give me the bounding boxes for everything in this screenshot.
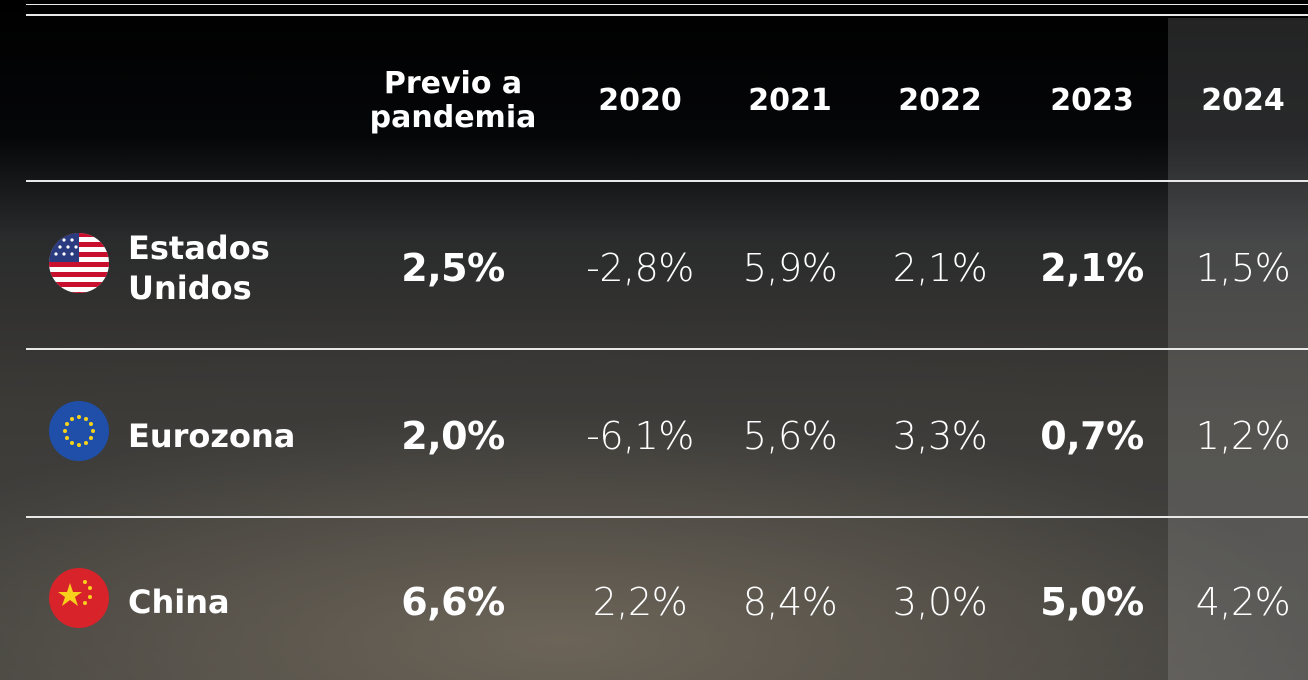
country-name: Estados Unidos bbox=[128, 229, 270, 307]
divider bbox=[26, 4, 1308, 5]
growth-value: 6,6% bbox=[401, 580, 505, 624]
country-name: China bbox=[128, 583, 230, 621]
growth-value: 2,1% bbox=[892, 246, 988, 290]
growth-value: -2,8% bbox=[586, 246, 694, 290]
growth-value: 1,2% bbox=[1195, 414, 1291, 458]
divider bbox=[26, 348, 1308, 350]
flag-us bbox=[49, 233, 109, 293]
column-header: 2020 bbox=[598, 83, 682, 118]
growth-value: 2,5% bbox=[401, 246, 505, 290]
column-header: Previo a pandemia bbox=[369, 66, 537, 135]
growth-value: 2,0% bbox=[401, 414, 505, 458]
growth-value: 4,2% bbox=[1195, 580, 1291, 624]
growth-value: 2,2% bbox=[592, 580, 688, 624]
column-header: 2023 bbox=[1050, 83, 1134, 118]
growth-value: -6,1% bbox=[586, 414, 694, 458]
growth-value: 3,3% bbox=[892, 414, 988, 458]
flag-china bbox=[49, 568, 109, 628]
column-header: 2024 bbox=[1201, 83, 1285, 118]
growth-value: 5,6% bbox=[742, 414, 838, 458]
column-header: 2022 bbox=[898, 83, 982, 118]
growth-value: 0,7% bbox=[1040, 414, 1144, 458]
flag-eu bbox=[49, 401, 109, 461]
column-header: 2021 bbox=[748, 83, 832, 118]
country-name: Eurozona bbox=[128, 417, 296, 455]
divider bbox=[26, 180, 1308, 182]
growth-value: 8,4% bbox=[742, 580, 838, 624]
growth-value: 3,0% bbox=[892, 580, 988, 624]
growth-value: 5,9% bbox=[742, 246, 838, 290]
growth-value: 5,0% bbox=[1040, 580, 1144, 624]
growth-value: 1,5% bbox=[1195, 246, 1291, 290]
divider bbox=[26, 516, 1308, 518]
divider bbox=[26, 14, 1308, 16]
growth-value: 2,1% bbox=[1040, 246, 1144, 290]
